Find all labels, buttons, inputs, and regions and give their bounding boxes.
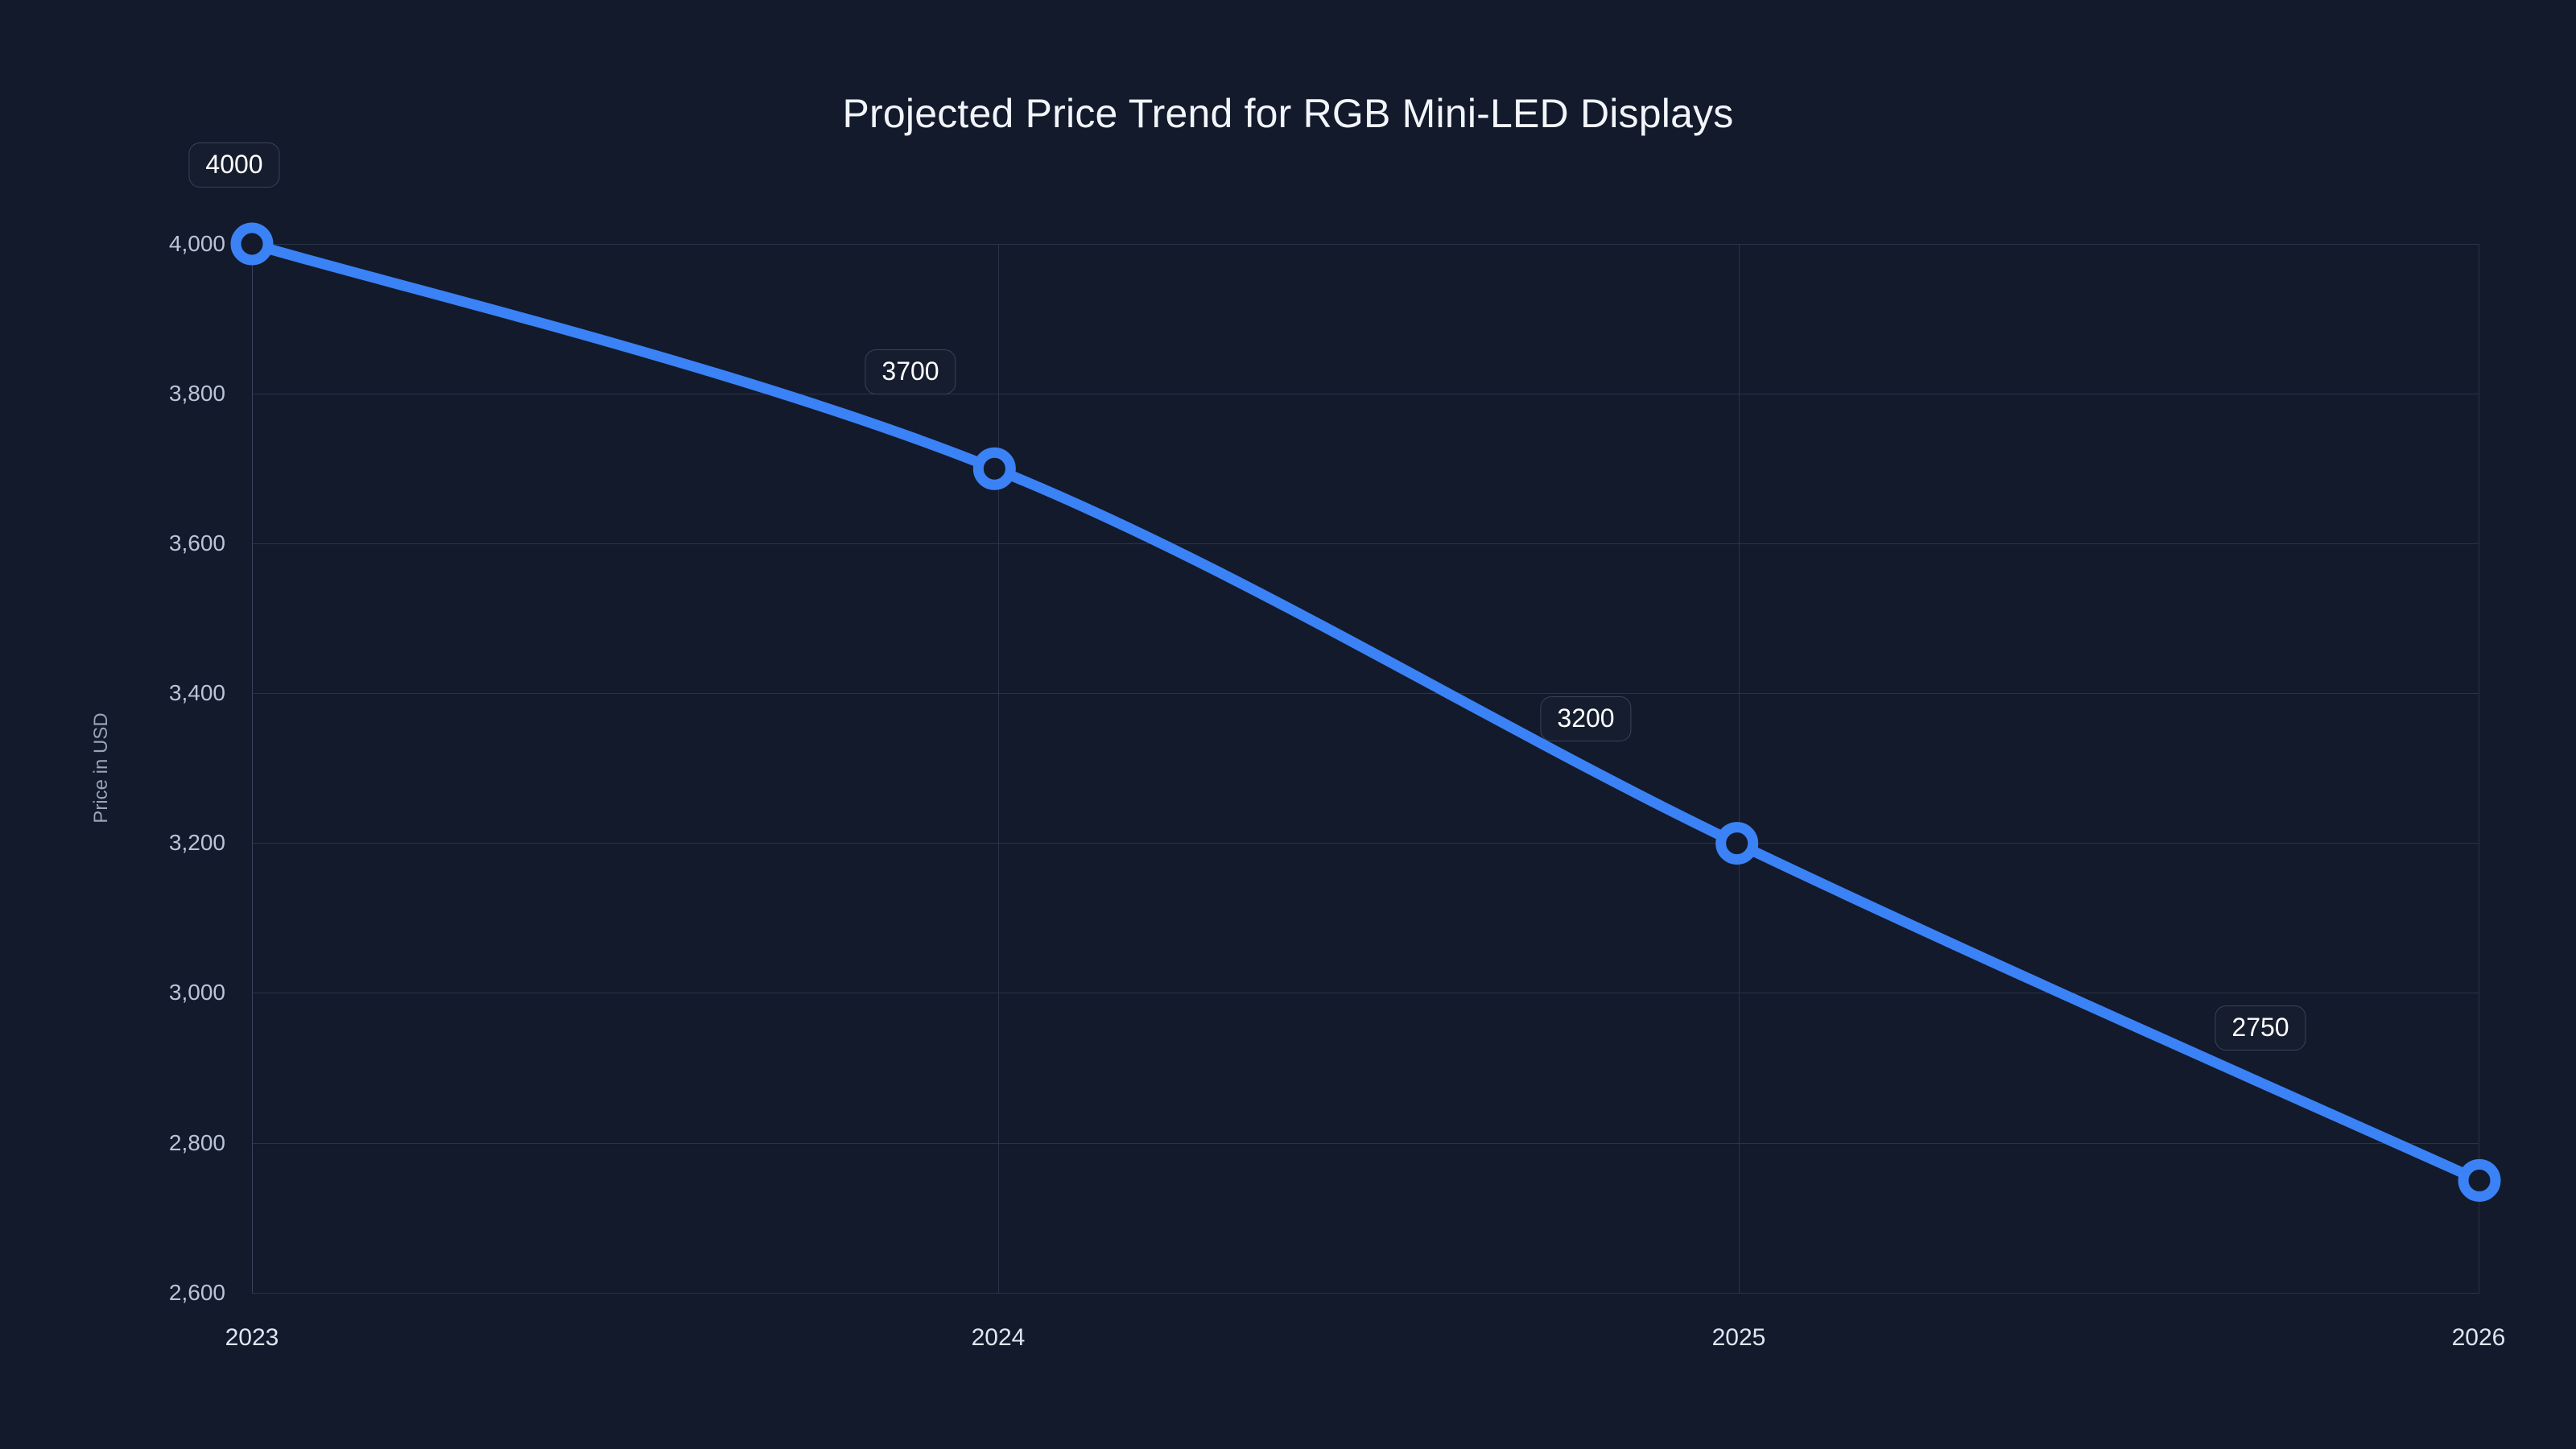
y-tick-label: 3,400 [168, 680, 225, 705]
gridline-y-4000 [252, 244, 2479, 245]
data-label-2026[interactable]: 2750 [2215, 1005, 2306, 1051]
y-tick-label: 3,200 [168, 830, 225, 855]
y-axis-title: Price in USD [90, 712, 112, 824]
gridline-y-3200 [252, 843, 2479, 844]
plot-area [252, 244, 2479, 1294]
y-tick-label: 3,600 [168, 530, 225, 555]
data-label-2023[interactable]: 4000 [188, 142, 280, 188]
gridline-x-2025 [1739, 244, 1740, 1293]
gridline-y-2600 [252, 1293, 2479, 1294]
y-tick-label: 2,800 [168, 1130, 225, 1155]
y-tick-label: 3,800 [168, 381, 225, 406]
y-axis-line [252, 244, 253, 1293]
y-tick-label: 2,600 [168, 1280, 225, 1305]
x-tick-label: 2023 [225, 1324, 279, 1351]
x-tick-label: 2025 [1711, 1324, 1766, 1351]
gridline-y-3600 [252, 543, 2479, 544]
data-label-2024[interactable]: 3700 [865, 349, 956, 394]
x-tick-label: 2024 [971, 1324, 1026, 1351]
y-tick-label: 3,000 [168, 980, 225, 1005]
x-tick-label: 2026 [2451, 1324, 2506, 1351]
gridline-y-2800 [252, 1143, 2479, 1144]
gridline-y-3400 [252, 693, 2479, 694]
page-title: Projected Price Trend for RGB Mini-LED D… [842, 91, 1734, 136]
gridline-x-2024 [998, 244, 999, 1293]
data-label-2025[interactable]: 3200 [1540, 696, 1632, 741]
y-tick-label: 4,000 [168, 231, 225, 256]
